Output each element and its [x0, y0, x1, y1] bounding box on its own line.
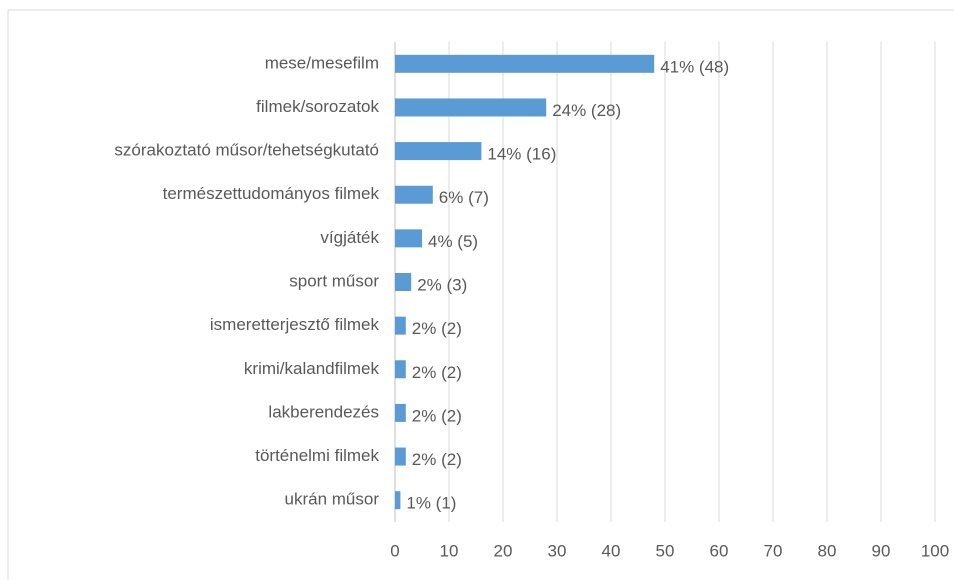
- value-label: 2% (3): [417, 275, 467, 294]
- y-tick-label: ukrán műsor: [285, 490, 380, 509]
- y-tick-label: mese/mesefilm: [265, 53, 379, 72]
- value-label: 14% (16): [487, 145, 556, 164]
- y-tick-label: vígjáték: [320, 228, 379, 247]
- x-tick-label: 10: [440, 541, 459, 560]
- x-tick-label: 80: [818, 541, 837, 560]
- bar: [395, 447, 406, 466]
- bar: [395, 185, 433, 204]
- bar: [395, 360, 406, 379]
- y-tick-label: ismeretterjesztő filmek: [210, 315, 380, 334]
- value-label: 2% (2): [412, 363, 462, 382]
- bar: [395, 98, 547, 117]
- bar: [395, 142, 482, 161]
- y-tick-label: történelmi filmek: [255, 446, 379, 465]
- y-tick-label: filmek/sorozatok: [256, 97, 379, 116]
- x-tick-label: 40: [602, 541, 621, 560]
- value-label: 1% (1): [406, 494, 456, 513]
- x-tick-label: 50: [656, 541, 675, 560]
- x-tick-label: 0: [390, 541, 399, 560]
- y-tick-label: sport műsor: [289, 271, 379, 290]
- x-tick-label: 20: [494, 541, 513, 560]
- bar: [395, 403, 406, 422]
- value-label: 2% (2): [412, 450, 462, 469]
- x-tick-label: 100: [921, 541, 949, 560]
- value-label: 4% (5): [428, 232, 478, 251]
- x-tick-label: 70: [764, 541, 783, 560]
- bar: [395, 491, 401, 510]
- x-tick-label: 90: [872, 541, 891, 560]
- value-label: 6% (7): [439, 188, 489, 207]
- x-tick-label: 60: [710, 541, 729, 560]
- bar: [395, 54, 655, 73]
- chart-frame: [7, 9, 954, 580]
- value-label: 41% (48): [660, 57, 729, 76]
- value-label: 2% (2): [412, 406, 462, 425]
- bar: [395, 316, 406, 335]
- y-tick-label: lakberendezés: [268, 402, 379, 421]
- y-tick-label: szórakoztató műsor/tehetségkutató: [114, 141, 379, 160]
- bar: [395, 273, 412, 291]
- y-tick-label: természettudományos filmek: [163, 184, 380, 203]
- value-label: 24% (28): [552, 101, 621, 120]
- bar: [395, 229, 422, 248]
- y-tick-label: krimi/kalandfilmek: [244, 359, 380, 378]
- value-label: 2% (2): [412, 319, 462, 338]
- x-tick-label: 30: [548, 541, 567, 560]
